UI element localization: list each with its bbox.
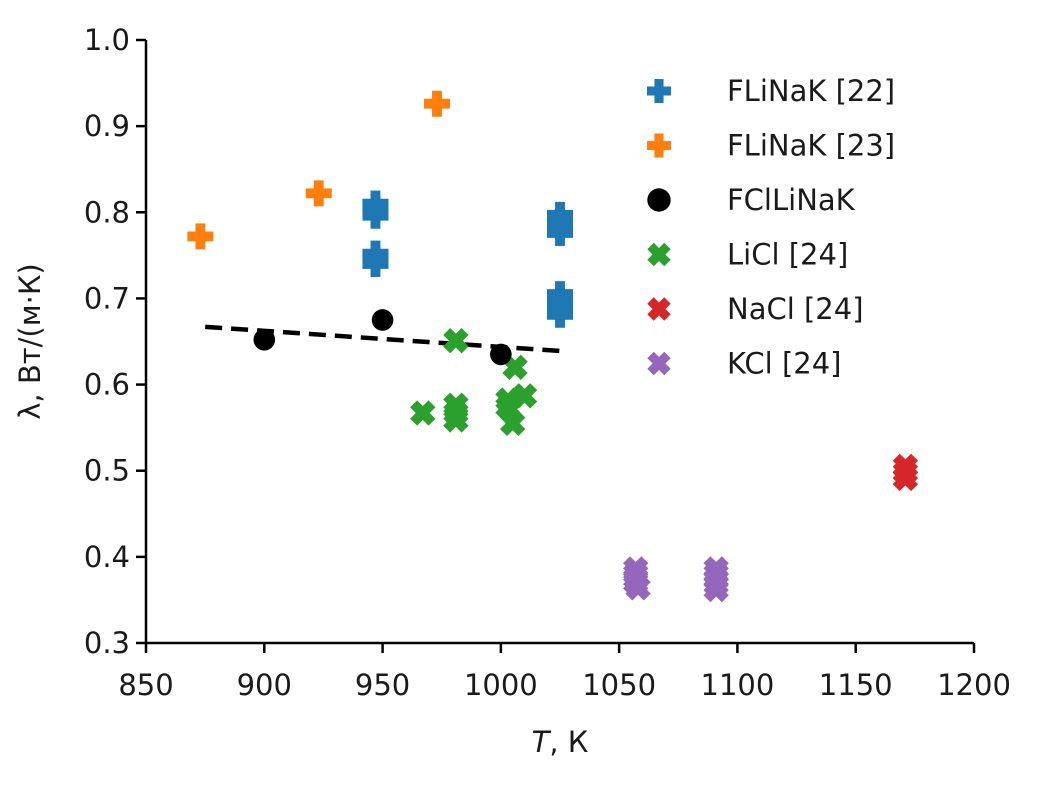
x-ticks: 850 900 950 1000 1050 1100 1150 1200 — [118, 643, 1011, 702]
data-point — [547, 219, 573, 246]
legend-label: FLiNaK [23] — [727, 129, 895, 163]
y-tick-label: 0.5 — [84, 454, 130, 488]
legend-item: KCl [24] — [647, 347, 842, 381]
legend-marker — [647, 242, 671, 267]
axes: 0.3 0.4 0.5 0.6 0.7 0.8 0.9 1.0 850 900 950 1000 10… — [84, 23, 1011, 702]
x-tick-label: 850 — [118, 668, 173, 702]
legend-item: FLiNaK [22] — [647, 74, 895, 108]
legend-item: NaCl [24] — [647, 292, 864, 326]
x-tick-label: 900 — [237, 668, 292, 702]
x-tick-label: 1100 — [701, 668, 775, 702]
legend-marker — [647, 133, 671, 158]
data-point — [703, 576, 729, 603]
legend-marker — [647, 351, 671, 376]
legend-label: LiCl [24] — [727, 238, 848, 272]
data-point — [443, 407, 469, 433]
data-point — [490, 343, 512, 366]
data-point — [500, 410, 526, 437]
x-tick-label: 1000 — [464, 668, 538, 702]
y-tick-label: 0.8 — [84, 195, 130, 229]
y-axis-title: λ, Вт/(м·К) — [13, 263, 47, 419]
legend-marker — [647, 188, 671, 212]
legend-item: LiCl [24] — [647, 238, 848, 272]
data-point — [547, 301, 573, 328]
data-marks — [187, 90, 919, 603]
legend-item: FClLiNaK — [647, 183, 856, 217]
y-tick-label: 0.6 — [84, 368, 130, 402]
legend-label: FLiNaK [22] — [727, 74, 895, 108]
y-tick-label: 0.7 — [84, 281, 130, 315]
y-tick-label: 1.0 — [84, 23, 130, 57]
x-tick-label: 1200 — [937, 668, 1011, 702]
y-tick-label: 0.4 — [84, 540, 130, 574]
data-point — [443, 327, 469, 354]
x-axis-title: T, К — [532, 725, 589, 759]
data-point — [495, 394, 521, 420]
x-tick-label: 1150 — [819, 668, 893, 702]
legend-marker — [647, 79, 671, 103]
data-point — [410, 400, 436, 426]
series-kcl-24 — [623, 556, 729, 603]
x-tick-label: 950 — [355, 668, 410, 702]
data-point — [362, 202, 389, 229]
data-point — [423, 90, 450, 117]
data-point — [371, 309, 394, 331]
y-ticks: 0.3 0.4 0.5 0.6 0.7 0.8 0.9 1.0 — [84, 23, 146, 660]
series-licl-24 — [410, 327, 538, 437]
legend-label: NaCl [24] — [727, 292, 864, 326]
data-point — [892, 465, 919, 492]
legend-label: KCl [24] — [727, 347, 842, 381]
x-tick-label: 1050 — [582, 668, 656, 702]
data-point — [362, 250, 389, 277]
legend-label: FClLiNaK — [727, 183, 856, 217]
y-tick-label: 0.9 — [84, 109, 130, 143]
data-point — [187, 223, 214, 250]
legend-item: FLiNaK [23] — [647, 129, 895, 163]
legend-marker — [647, 297, 671, 321]
data-point — [625, 575, 651, 601]
y-tick-label: 0.3 — [84, 626, 130, 660]
series-fcllinak — [253, 309, 512, 366]
x-axis-title-var: T — [532, 725, 552, 759]
x-axis-title-unit: , К — [549, 725, 588, 759]
legend: FLiNaK [22] FLiNaK [23] FClLiNaK LiCl [24] N… — [647, 74, 895, 381]
data-point — [305, 180, 332, 207]
series-flinak-22 — [362, 190, 573, 328]
data-point — [253, 328, 276, 351]
series-nacl-24 — [892, 453, 919, 492]
series-flinak-23 — [187, 90, 450, 250]
